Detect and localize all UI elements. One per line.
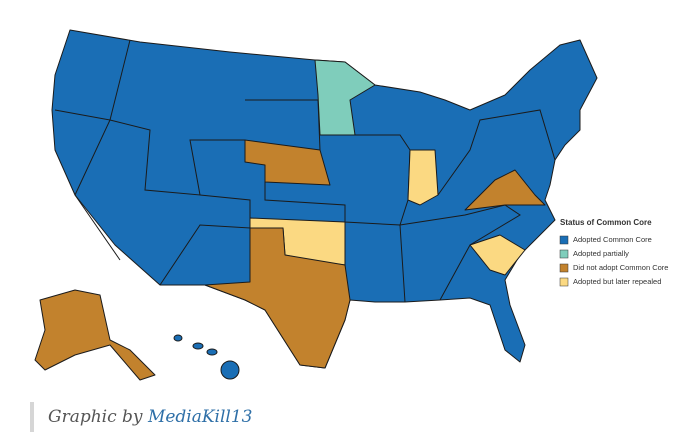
hawaii-island: [220, 360, 240, 380]
hawaii-island: [173, 334, 183, 342]
hawaii-island: [192, 342, 204, 350]
legend-title: Status of Common Core: [560, 218, 652, 227]
state-borders: [437, 109, 556, 196]
legend-label: Did not adopt Common Core: [573, 263, 668, 272]
state-not-adopted: [464, 169, 546, 211]
state-repealed: [469, 234, 526, 276]
legend-label: Adopted Common Core: [573, 235, 652, 244]
caption-prefix: Graphic by: [48, 407, 143, 427]
legend-swatch: [559, 263, 569, 273]
state-not-adopted: [34, 289, 156, 381]
states: [34, 29, 598, 381]
legend-label: Adopted partially: [573, 249, 629, 258]
state-borders: [355, 134, 521, 301]
legend-swatch: [559, 235, 569, 245]
legend-label: Adopted but later repealed: [573, 277, 661, 286]
caption: Graphic by MediaKill13: [30, 402, 253, 432]
state-borders: [54, 109, 121, 261]
legend-swatch: [559, 277, 569, 287]
caption-link[interactable]: MediaKill13: [147, 407, 253, 427]
state-not-adopted: [204, 227, 351, 369]
state-repealed: [407, 149, 439, 206]
legend: Status of Common Core Adopted Common Cor…: [559, 218, 668, 287]
legend-swatch: [559, 249, 569, 259]
state-not-adopted: [244, 139, 331, 186]
state-partial: [314, 59, 376, 136]
hawaii-island: [206, 348, 218, 356]
